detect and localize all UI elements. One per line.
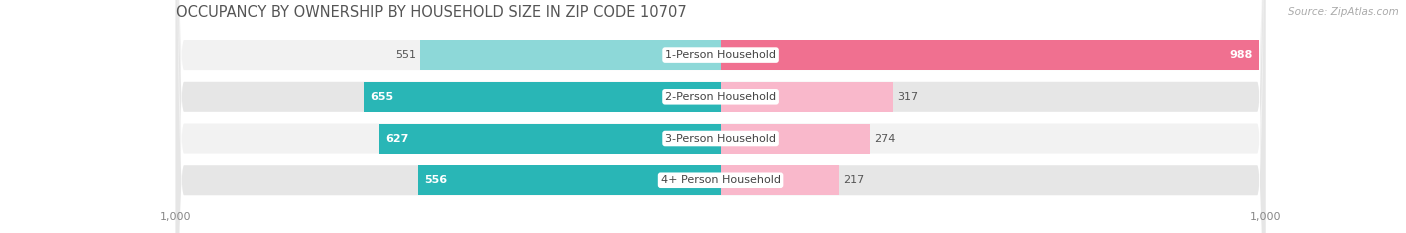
Bar (364, 82, 721, 112)
Text: 2-Person Household: 2-Person Household (665, 92, 776, 102)
Text: 4+ Person Household: 4+ Person Household (661, 175, 780, 185)
Bar (380, 123, 721, 154)
Text: Source: ZipAtlas.com: Source: ZipAtlas.com (1288, 7, 1399, 17)
Text: 627: 627 (385, 134, 409, 144)
Bar (721, 82, 893, 112)
Text: 317: 317 (897, 92, 918, 102)
Bar (420, 40, 721, 70)
Text: 655: 655 (370, 92, 394, 102)
FancyBboxPatch shape (176, 0, 1265, 233)
FancyBboxPatch shape (176, 0, 1265, 233)
Text: OCCUPANCY BY OWNERSHIP BY HOUSEHOLD SIZE IN ZIP CODE 10707: OCCUPANCY BY OWNERSHIP BY HOUSEHOLD SIZE… (176, 5, 686, 20)
Bar (721, 165, 839, 195)
Text: 1-Person Household: 1-Person Household (665, 50, 776, 60)
Bar (721, 40, 1258, 70)
FancyBboxPatch shape (176, 0, 1265, 233)
Text: 988: 988 (1229, 50, 1253, 60)
Bar (721, 123, 870, 154)
FancyBboxPatch shape (176, 0, 1265, 233)
Text: 274: 274 (875, 134, 896, 144)
Bar (418, 165, 721, 195)
Text: 217: 217 (844, 175, 865, 185)
Text: 556: 556 (425, 175, 447, 185)
Text: 3-Person Household: 3-Person Household (665, 134, 776, 144)
Text: 551: 551 (395, 50, 416, 60)
